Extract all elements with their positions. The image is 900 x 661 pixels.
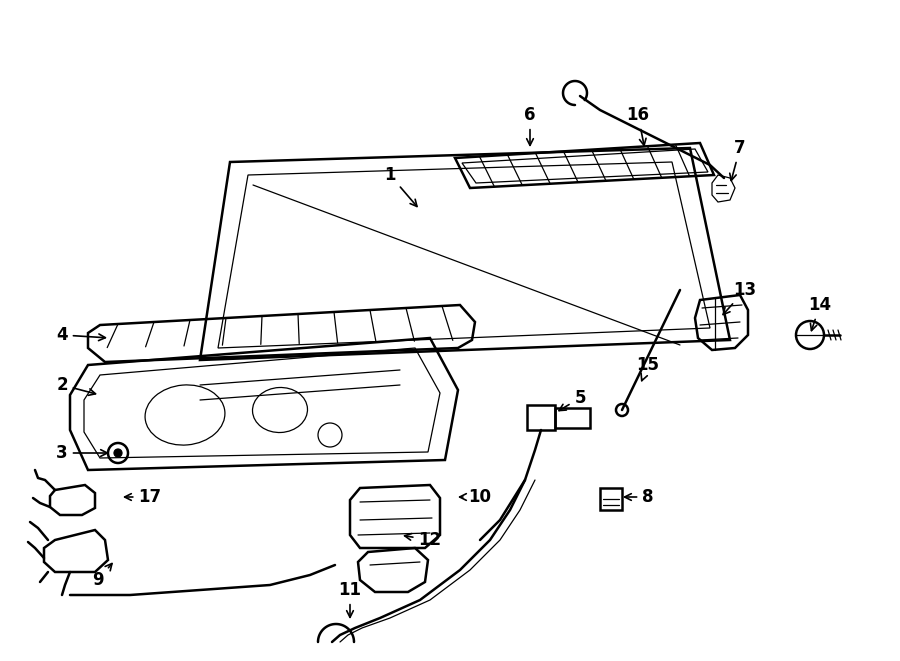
Text: 6: 6 <box>524 106 536 145</box>
Text: 5: 5 <box>559 389 586 410</box>
Text: 12: 12 <box>405 531 442 549</box>
Text: 9: 9 <box>92 564 112 589</box>
Text: 17: 17 <box>124 488 162 506</box>
Text: 13: 13 <box>723 281 757 315</box>
Text: 15: 15 <box>636 356 660 381</box>
Text: 7: 7 <box>730 139 746 180</box>
Circle shape <box>114 449 122 457</box>
Text: 4: 4 <box>56 326 105 344</box>
Bar <box>555 408 590 428</box>
Text: 8: 8 <box>625 488 653 506</box>
Text: 3: 3 <box>56 444 107 462</box>
Bar <box>600 488 622 510</box>
Text: 16: 16 <box>626 106 650 145</box>
Text: 2: 2 <box>56 376 95 395</box>
Text: 1: 1 <box>384 166 417 206</box>
Text: 14: 14 <box>808 296 832 330</box>
Text: 10: 10 <box>460 488 491 506</box>
Text: 11: 11 <box>338 581 362 617</box>
Bar <box>527 405 555 430</box>
